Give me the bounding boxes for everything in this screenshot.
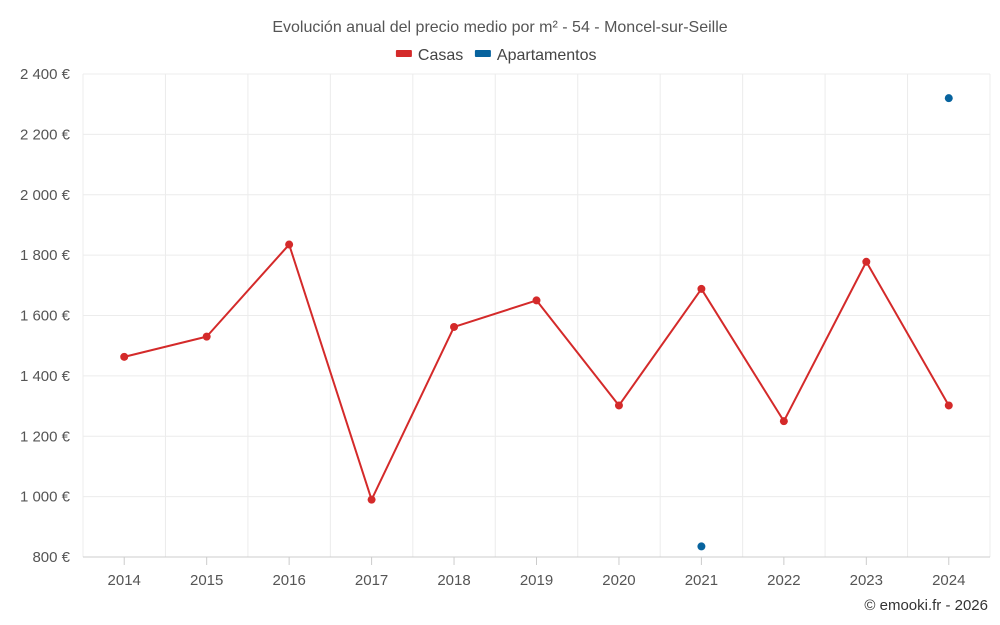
grid [82, 73, 991, 557]
y-tick-label: 1 800 € [20, 247, 71, 264]
y-tick-label: 1 000 € [20, 489, 71, 506]
legend-swatch [474, 50, 491, 57]
x-tick-label: 2020 [602, 572, 635, 589]
data-point-casas-2015[interactable] [202, 332, 211, 341]
data-point-casas-2017[interactable] [367, 495, 376, 504]
y-tick-label: 800 € [32, 549, 70, 566]
data-point-casas-2021[interactable] [697, 284, 706, 293]
data-point-casas-2019[interactable] [532, 296, 541, 305]
y-tick-label: 1 400 € [20, 368, 71, 385]
y-axis: 800 € 1 000 € 1 200 € 1 400 € 1 600 € 1 800 €… [20, 66, 71, 566]
data-point-casas-2024[interactable] [944, 401, 953, 410]
data-point-apartamentos-2021[interactable] [697, 542, 706, 551]
legend-item-casas[interactable]: Casas [395, 47, 463, 64]
y-tick-label: 2 000 € [20, 187, 71, 204]
x-axis: 2014 2015 2016 2017 2018 2019 2020 2021 2022 2023… [83, 556, 990, 589]
x-tick-label: 2016 [272, 572, 305, 589]
x-tick-label: 2021 [685, 572, 718, 589]
series-apartamentos [697, 94, 953, 551]
y-tick-label: 1 200 € [20, 428, 71, 445]
plot-area [120, 94, 953, 551]
legend-swatch [395, 50, 412, 57]
y-tick-label: 2 400 € [20, 66, 71, 83]
x-tick-label: 2015 [190, 572, 223, 589]
data-point-apartamentos-2024[interactable] [944, 94, 953, 103]
x-tick-label: 2014 [108, 572, 141, 589]
data-point-casas-2022[interactable] [779, 417, 788, 426]
legend-label: Apartamentos [497, 47, 597, 64]
x-tick-label: 2024 [932, 572, 965, 589]
legend-item-apartamentos[interactable]: Apartamentos [474, 47, 597, 64]
legend-label: Casas [418, 47, 463, 64]
series-casas [120, 240, 953, 504]
data-point-casas-2023[interactable] [862, 257, 871, 266]
x-tick-label: 2019 [520, 572, 553, 589]
y-tick-label: 2 200 € [20, 126, 71, 143]
data-point-casas-2018[interactable] [450, 322, 459, 331]
data-point-casas-2014[interactable] [120, 352, 129, 361]
data-point-casas-2020[interactable] [614, 401, 623, 410]
x-tick-label: 2023 [850, 572, 883, 589]
y-tick-label: 1 600 € [20, 308, 71, 325]
data-point-casas-2016[interactable] [285, 240, 294, 249]
x-tick-label: 2018 [437, 572, 470, 589]
legend: Casas Apartamentos [395, 47, 597, 64]
x-tick-label: 2022 [767, 572, 800, 589]
chart-title: Evolución anual del precio medio por m² … [272, 19, 727, 36]
x-tick-label: 2017 [355, 572, 388, 589]
credit-text: © emooki.fr - 2026 [864, 597, 988, 614]
